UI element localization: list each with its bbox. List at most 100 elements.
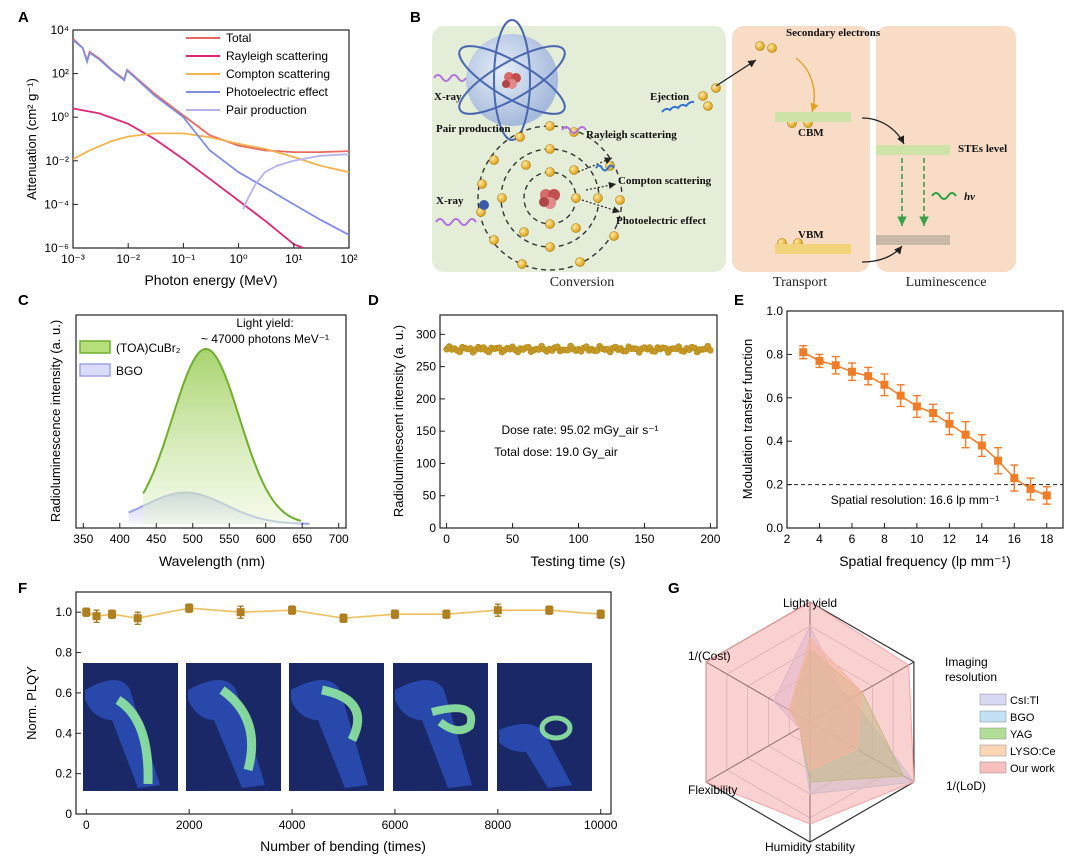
mtf-line xyxy=(802,351,1048,497)
light-yield-value: ~ 47000 photons MeV⁻¹ xyxy=(201,332,329,346)
radar-axis-label: Imaging resolution xyxy=(945,655,997,684)
x-tick-label: 0 xyxy=(83,818,90,832)
x-tick-label: 4 xyxy=(816,532,823,546)
x-tick-label: 10⁻¹ xyxy=(172,252,196,266)
x-tick-label: 450 xyxy=(146,532,166,546)
transport-box xyxy=(732,26,870,272)
panel-label-f: F xyxy=(18,580,27,597)
legend-swatch-csi xyxy=(979,693,1007,706)
x-axis-label: Spatial frequency (lp mm⁻¹) xyxy=(839,553,1011,569)
x-tick-label: 150 xyxy=(634,532,654,546)
y-tick-label: 10⁻² xyxy=(45,154,69,168)
electron xyxy=(517,259,527,269)
y-tick-label: 10⁻⁴ xyxy=(44,197,69,211)
y-tick-label: 1.0 xyxy=(55,605,72,619)
series-line-photo xyxy=(73,39,349,236)
electron xyxy=(767,43,777,53)
legend-label-rayleigh: Rayleigh scattering xyxy=(226,49,328,63)
electrons xyxy=(476,41,927,269)
x-tick-label: 2000 xyxy=(176,818,203,832)
cbm-to-stes-arrow xyxy=(861,117,905,145)
x-tick-label: 8000 xyxy=(484,818,511,832)
panel-a-attenuation-chart: 10⁻³ 10⁻² 10⁻¹ 10⁰ 10¹ 10² 10⁻⁶ 10⁻⁴ 10⁻² 10⁰ 10² 1… xyxy=(24,23,358,288)
y-tick-label: 0.2 xyxy=(55,767,72,781)
y-tick-label: 10⁴ xyxy=(50,23,69,37)
panel-c-spectra-chart: 350 400 450 500 550 600 650 700 (TOA)CuBr₂ BGO L… xyxy=(48,314,349,569)
x-tick-label: 16 xyxy=(1008,532,1022,546)
stes-level xyxy=(876,145,950,155)
series-line-pair xyxy=(242,153,349,210)
total-dose-label: Total dose: 19.0 Gy_air xyxy=(494,445,617,459)
y-tick-label: 0 xyxy=(429,521,436,535)
compton-wave xyxy=(595,164,615,172)
data-point xyxy=(185,604,194,613)
legend-swatch-lyso xyxy=(979,744,1007,757)
y-axis-label: Norm. PLQY xyxy=(24,666,39,740)
radar-axis-label: 1/(Cost) xyxy=(688,649,731,663)
data-point xyxy=(1042,491,1051,500)
legend-label-yag: YAG xyxy=(1010,729,1032,741)
legend-label-bgo: BGO xyxy=(116,364,143,378)
radar-axis-label-line: resolution xyxy=(945,670,997,684)
atom-icon xyxy=(458,19,566,141)
panel-labels: A B C D E F G xyxy=(18,9,744,597)
y-axis-label: Radioluminescence intensity (a. u.) xyxy=(48,320,63,522)
panel-label-a: A xyxy=(18,9,29,26)
radar-axis-label: 1/(LoD) xyxy=(946,779,986,793)
y-tick-label: 10⁻⁶ xyxy=(44,241,69,255)
label-compton: Compton scattering xyxy=(618,175,712,187)
data-point xyxy=(864,372,873,381)
y-tick-label: 10² xyxy=(52,67,69,81)
x-tick-label: 8 xyxy=(881,532,888,546)
x-tick-label: 100 xyxy=(568,532,588,546)
y-tick-label: 0.6 xyxy=(55,686,72,700)
label-hv: hν xyxy=(964,191,975,203)
electron xyxy=(497,193,507,203)
hole-electron xyxy=(479,200,489,210)
label-ejection: Ejection xyxy=(650,91,689,103)
x-axis-label: Wavelength (nm) xyxy=(159,553,265,569)
panel-label-b: B xyxy=(410,9,421,26)
x-tick-label: 550 xyxy=(219,532,239,546)
electron xyxy=(569,165,579,175)
electron xyxy=(593,193,603,203)
data-point xyxy=(133,614,142,623)
electron xyxy=(489,155,499,165)
data-point xyxy=(390,610,399,619)
vbm-level xyxy=(775,244,851,254)
legend-label-photo: Photoelectric effect xyxy=(226,85,329,99)
data-point xyxy=(493,606,502,615)
x-tick-label: 12 xyxy=(943,532,957,546)
cbm-level xyxy=(775,112,851,122)
x-tick-label: 0 xyxy=(443,532,450,546)
legend-label-total: Total xyxy=(226,31,251,45)
electron xyxy=(698,91,708,101)
y-tick-label: 0 xyxy=(65,807,72,821)
data-point xyxy=(442,610,451,619)
label-secondary-electrons: Secondary electrons xyxy=(786,27,881,39)
series-line-rayleigh xyxy=(73,107,304,248)
electron xyxy=(545,167,555,177)
scatter-arrows xyxy=(577,157,621,214)
legend-swatch-bgo_r xyxy=(979,710,1007,723)
x-tick-label: 400 xyxy=(110,532,130,546)
data-point xyxy=(896,391,905,400)
label-xray-top: X-ray xyxy=(434,91,462,103)
electron xyxy=(755,41,765,51)
y-tick-label: 0.8 xyxy=(766,347,783,361)
radar-axis-label: Flexibility xyxy=(688,783,737,797)
data-point xyxy=(945,419,954,428)
y-tick-label: 150 xyxy=(416,424,436,438)
data-point xyxy=(994,456,1003,465)
data-point xyxy=(108,610,117,619)
electron xyxy=(545,144,555,154)
bending-photo-2 xyxy=(186,663,281,791)
dose-rate-label: Dose rate: 95.02 mGy_air s⁻¹ xyxy=(501,423,658,437)
label-photoelectric: Photoelectric effect xyxy=(616,215,706,227)
panel-label-g: G xyxy=(668,580,680,597)
electron xyxy=(521,160,531,170)
legend-swatch-toa xyxy=(79,340,111,354)
rayleigh-wave xyxy=(561,126,587,134)
electron xyxy=(545,121,555,131)
